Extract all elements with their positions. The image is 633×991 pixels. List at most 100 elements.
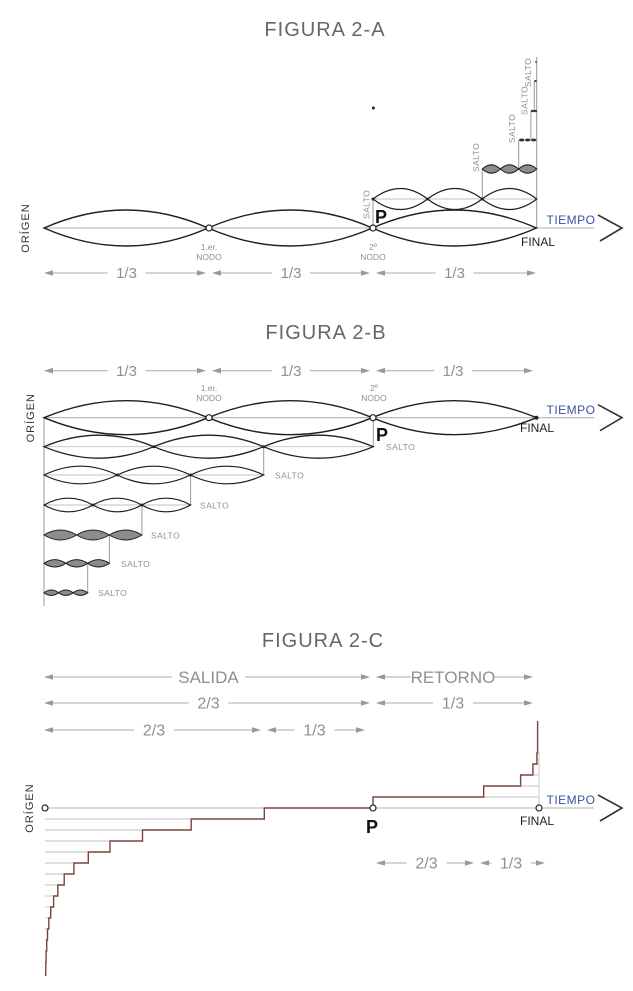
shaded-lens-loop	[108, 529, 143, 541]
dimension-label: 1/3	[303, 722, 325, 739]
final-label: FINAL	[520, 814, 554, 828]
node-dot	[480, 197, 484, 201]
dimension-arrowhead	[536, 860, 545, 866]
dimension-label: 1/3	[444, 265, 465, 282]
origin-label: ORÍGEN	[23, 783, 36, 832]
dimension-arrowhead	[267, 727, 276, 733]
tiny-loop-dash	[534, 80, 537, 82]
origin-label: ORÍGEN	[19, 203, 32, 252]
node-dot	[189, 473, 193, 477]
dimension-label: 1/3	[442, 695, 464, 712]
node-dot	[91, 503, 95, 507]
lens-loop	[481, 188, 538, 210]
tiempo-label: TIEMPO	[546, 403, 595, 417]
node-circle	[535, 804, 543, 812]
dimension-arrowhead	[376, 674, 385, 680]
time-axis-arrow-icon	[597, 403, 624, 432]
shaded-lens-loop	[86, 559, 111, 568]
node-circle	[369, 224, 377, 232]
dimension-arrowhead	[376, 367, 385, 374]
node-circle	[205, 224, 213, 232]
figura-2b-title: FIGURA 2-B	[265, 322, 387, 344]
point-p-label: P	[376, 425, 388, 445]
dimension-arrowhead	[361, 270, 370, 276]
dimension-label: 2/3	[197, 695, 219, 712]
dimension-arrowhead	[524, 674, 533, 680]
node-dot	[152, 445, 156, 449]
dimension-arrowhead	[44, 270, 53, 276]
shaded-lens-loop	[43, 589, 60, 596]
salto-label: SALTO	[507, 114, 517, 143]
node-circle	[41, 804, 49, 812]
dimension-arrowhead	[212, 270, 221, 276]
dimension-arrowhead	[376, 700, 385, 706]
node-circle	[369, 414, 377, 422]
point-p-label: P	[366, 817, 378, 837]
node-dot	[426, 197, 430, 201]
dimension-arrowhead	[527, 270, 536, 276]
tiny-loop-dash	[535, 61, 537, 63]
node-label: NODO	[361, 393, 387, 403]
node-circle	[205, 414, 213, 422]
salto-label: SALTO	[519, 86, 529, 115]
tiny-loop-dash	[531, 138, 537, 142]
dimension-arrowhead	[376, 270, 385, 276]
salto-label: SALTO	[362, 190, 372, 219]
node-label: NODO	[360, 252, 386, 262]
node-dot	[140, 503, 144, 507]
tiny-loop-dash	[531, 109, 534, 113]
figura-2a-title: FIGURA 2-A	[264, 19, 386, 41]
figura-2c-title: FIGURA 2-C	[261, 630, 385, 652]
shaded-lens-loop	[481, 164, 502, 174]
dimension-arrowhead	[480, 860, 489, 866]
dimension-arrowhead	[44, 700, 53, 706]
node-label: 2º	[370, 383, 378, 393]
dimension-arrowhead	[197, 367, 206, 374]
dimension-arrowhead	[524, 700, 533, 706]
lens-loop	[140, 497, 192, 513]
point-p-label: P	[375, 207, 387, 227]
node-label: 2º	[369, 242, 377, 252]
dimension-label: 1/3	[116, 363, 137, 380]
dimension-label: RETORNO	[411, 668, 496, 687]
dimension-label: SALIDA	[178, 668, 239, 687]
node-label: NODO	[196, 393, 222, 403]
dimension-arrowhead	[212, 367, 221, 374]
salto-label: SALTO	[386, 442, 415, 452]
tiny-loop-dash	[525, 138, 531, 142]
lens-loop	[261, 434, 375, 459]
dimension-label: 1/3	[116, 265, 137, 282]
shaded-lens-loop	[517, 164, 538, 174]
salto-label: SALTO	[275, 471, 304, 481]
final-label: FINAL	[521, 235, 555, 249]
time-position-staircase	[44, 721, 539, 976]
dimension-arrowhead	[356, 727, 365, 733]
salto-label: SALTO	[151, 531, 180, 541]
dimension-label: 2/3	[415, 855, 437, 872]
dimension-arrowhead	[361, 700, 370, 706]
dimension-label: 2/3	[143, 722, 165, 739]
shaded-lens-loop	[72, 589, 89, 596]
node-dot	[262, 445, 266, 449]
shaded-lens-loop	[499, 164, 520, 174]
tiempo-label: TIEMPO	[546, 213, 595, 227]
dimension-arrowhead	[252, 727, 261, 733]
dimension-arrowhead	[361, 674, 370, 680]
dimension-arrowhead	[197, 270, 206, 276]
node-label: 1.er.	[201, 383, 218, 393]
final-dot	[534, 415, 539, 420]
salto-label: SALTO	[200, 501, 229, 511]
dimension-arrowhead	[376, 860, 385, 866]
node-circle	[369, 804, 377, 812]
lens-loop	[189, 465, 266, 485]
dimension-arrowhead	[44, 727, 53, 733]
dimension-arrowhead	[44, 674, 53, 680]
lens-loop	[370, 209, 539, 247]
shaded-lens-loop	[43, 529, 78, 541]
node-dot	[371, 106, 375, 110]
tiny-loop-dash	[534, 109, 537, 113]
dimension-arrowhead	[361, 367, 370, 374]
time-axis-arrow-icon	[597, 794, 624, 822]
shaded-lens-loop	[57, 589, 74, 596]
